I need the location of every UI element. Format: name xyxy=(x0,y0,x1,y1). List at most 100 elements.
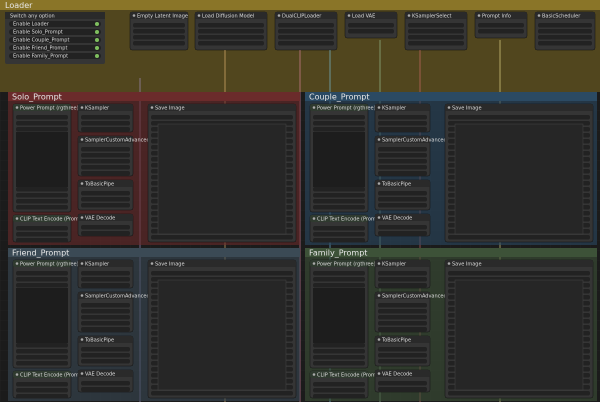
node[interactable]: CLIP Text Encode (Prompt) xyxy=(309,214,383,243)
node[interactable]: VAE Decode xyxy=(374,369,431,393)
widget xyxy=(408,41,464,46)
widget xyxy=(313,271,365,276)
node[interactable]: KSamplerSelect xyxy=(404,11,468,51)
node[interactable]: ToBasicPipe xyxy=(374,179,431,211)
widget xyxy=(81,315,130,320)
node-dot xyxy=(347,14,351,17)
toggle-row[interactable] xyxy=(9,21,101,27)
node[interactable]: ToBasicPipe xyxy=(77,179,134,211)
widget xyxy=(16,205,68,210)
group-header xyxy=(8,248,300,257)
node[interactable]: SamplerCustomAdvanced xyxy=(77,291,150,333)
widget xyxy=(408,29,464,34)
node[interactable]: SamplerCustomAdvanced xyxy=(374,135,447,177)
node-title: Power Prompt (rgthree) xyxy=(317,261,376,267)
toggle-label: Enable Couple_Prompt xyxy=(13,38,69,44)
node[interactable]: KSampler xyxy=(77,103,134,133)
widget xyxy=(378,203,427,208)
node-title-bar xyxy=(310,260,368,267)
widget xyxy=(81,359,130,364)
widget xyxy=(81,197,130,202)
widget xyxy=(378,115,427,120)
node[interactable]: Prompt Info xyxy=(474,11,528,39)
node-title-bar xyxy=(78,104,133,111)
widget xyxy=(313,193,365,198)
node-dot xyxy=(407,14,411,17)
toggle[interactable] xyxy=(95,22,99,26)
toggle[interactable] xyxy=(95,38,99,42)
node[interactable]: ToBasicPipe xyxy=(374,335,431,367)
node-dot xyxy=(377,182,381,185)
node-title-bar xyxy=(78,260,133,267)
toggle-row[interactable] xyxy=(9,29,101,35)
node-title-bar xyxy=(535,12,595,19)
widget xyxy=(378,327,427,332)
node[interactable]: CLIP Text Encode (Prompt) xyxy=(12,214,86,243)
node[interactable]: KSampler xyxy=(77,259,134,289)
node[interactable]: KSampler xyxy=(374,103,431,133)
node-title: ToBasicPipe xyxy=(84,337,114,343)
node-title: Save Image xyxy=(155,261,185,267)
node-dot xyxy=(197,14,201,17)
node-title: VAE Decode xyxy=(85,215,115,221)
toggle-row[interactable] xyxy=(9,37,101,43)
node-title: KSampler xyxy=(85,261,110,267)
node[interactable]: CLIP Text Encode (Prompt) xyxy=(309,370,383,399)
widget xyxy=(448,271,590,276)
widget xyxy=(378,231,427,236)
node[interactable]: VAE Decode xyxy=(77,369,134,393)
widget xyxy=(81,159,130,164)
widget xyxy=(313,283,365,288)
toggle-row[interactable] xyxy=(9,45,101,51)
node[interactable]: SamplerCustomAdvanced xyxy=(374,291,447,333)
widget xyxy=(378,197,427,202)
widget xyxy=(313,187,365,192)
node-dot xyxy=(477,14,481,17)
widget xyxy=(313,226,365,231)
widget xyxy=(16,382,68,387)
node[interactable]: CLIP Text Encode (Prompt) xyxy=(12,370,86,399)
widget xyxy=(81,165,130,170)
widget xyxy=(378,315,427,320)
node-title-bar xyxy=(445,260,593,267)
node[interactable]: Empty Latent Image xyxy=(129,11,189,51)
widget xyxy=(478,23,524,28)
toggle-label: Enable Solo_Prompt xyxy=(13,30,63,36)
toggle[interactable] xyxy=(95,30,99,34)
widget xyxy=(313,205,365,210)
node-title-bar xyxy=(78,136,133,143)
widget xyxy=(16,226,68,231)
widget xyxy=(538,41,592,46)
node[interactable]: VAE Decode xyxy=(77,213,134,237)
node-title: Prompt Info xyxy=(482,13,511,19)
switcher[interactable]: Switch any option Enable Loader Enable Sol… xyxy=(5,12,105,64)
node-title: KSamplerSelect xyxy=(412,13,452,19)
node[interactable]: DualCLIPLoader xyxy=(274,11,338,51)
widget xyxy=(408,35,464,40)
widget xyxy=(16,187,68,192)
node[interactable]: ToBasicPipe xyxy=(77,335,134,367)
prompt-text xyxy=(16,132,68,187)
toggle[interactable] xyxy=(95,54,99,58)
widget xyxy=(81,321,130,326)
node-dot xyxy=(15,373,19,376)
node[interactable]: VAE Decode xyxy=(374,213,431,237)
node[interactable]: Load VAE xyxy=(344,11,398,39)
widget xyxy=(313,277,365,282)
toggle[interactable] xyxy=(95,46,99,50)
widget xyxy=(16,394,68,399)
node[interactable]: BasicScheduler xyxy=(534,11,596,51)
node-title: CLIP Text Encode (Prompt) xyxy=(317,372,383,378)
node-dot xyxy=(80,182,84,185)
toggle-row[interactable] xyxy=(9,53,101,59)
node[interactable]: Load Diffusion Model xyxy=(194,11,268,51)
node-dot xyxy=(377,294,381,297)
widget xyxy=(16,271,68,276)
group-title: Solo_Prompt xyxy=(12,93,62,102)
widget xyxy=(408,23,464,28)
widget xyxy=(313,394,365,399)
widget xyxy=(81,309,130,314)
widget xyxy=(81,353,130,358)
node[interactable]: SamplerCustomAdvanced xyxy=(77,135,150,177)
node[interactable]: KSampler xyxy=(374,259,431,289)
